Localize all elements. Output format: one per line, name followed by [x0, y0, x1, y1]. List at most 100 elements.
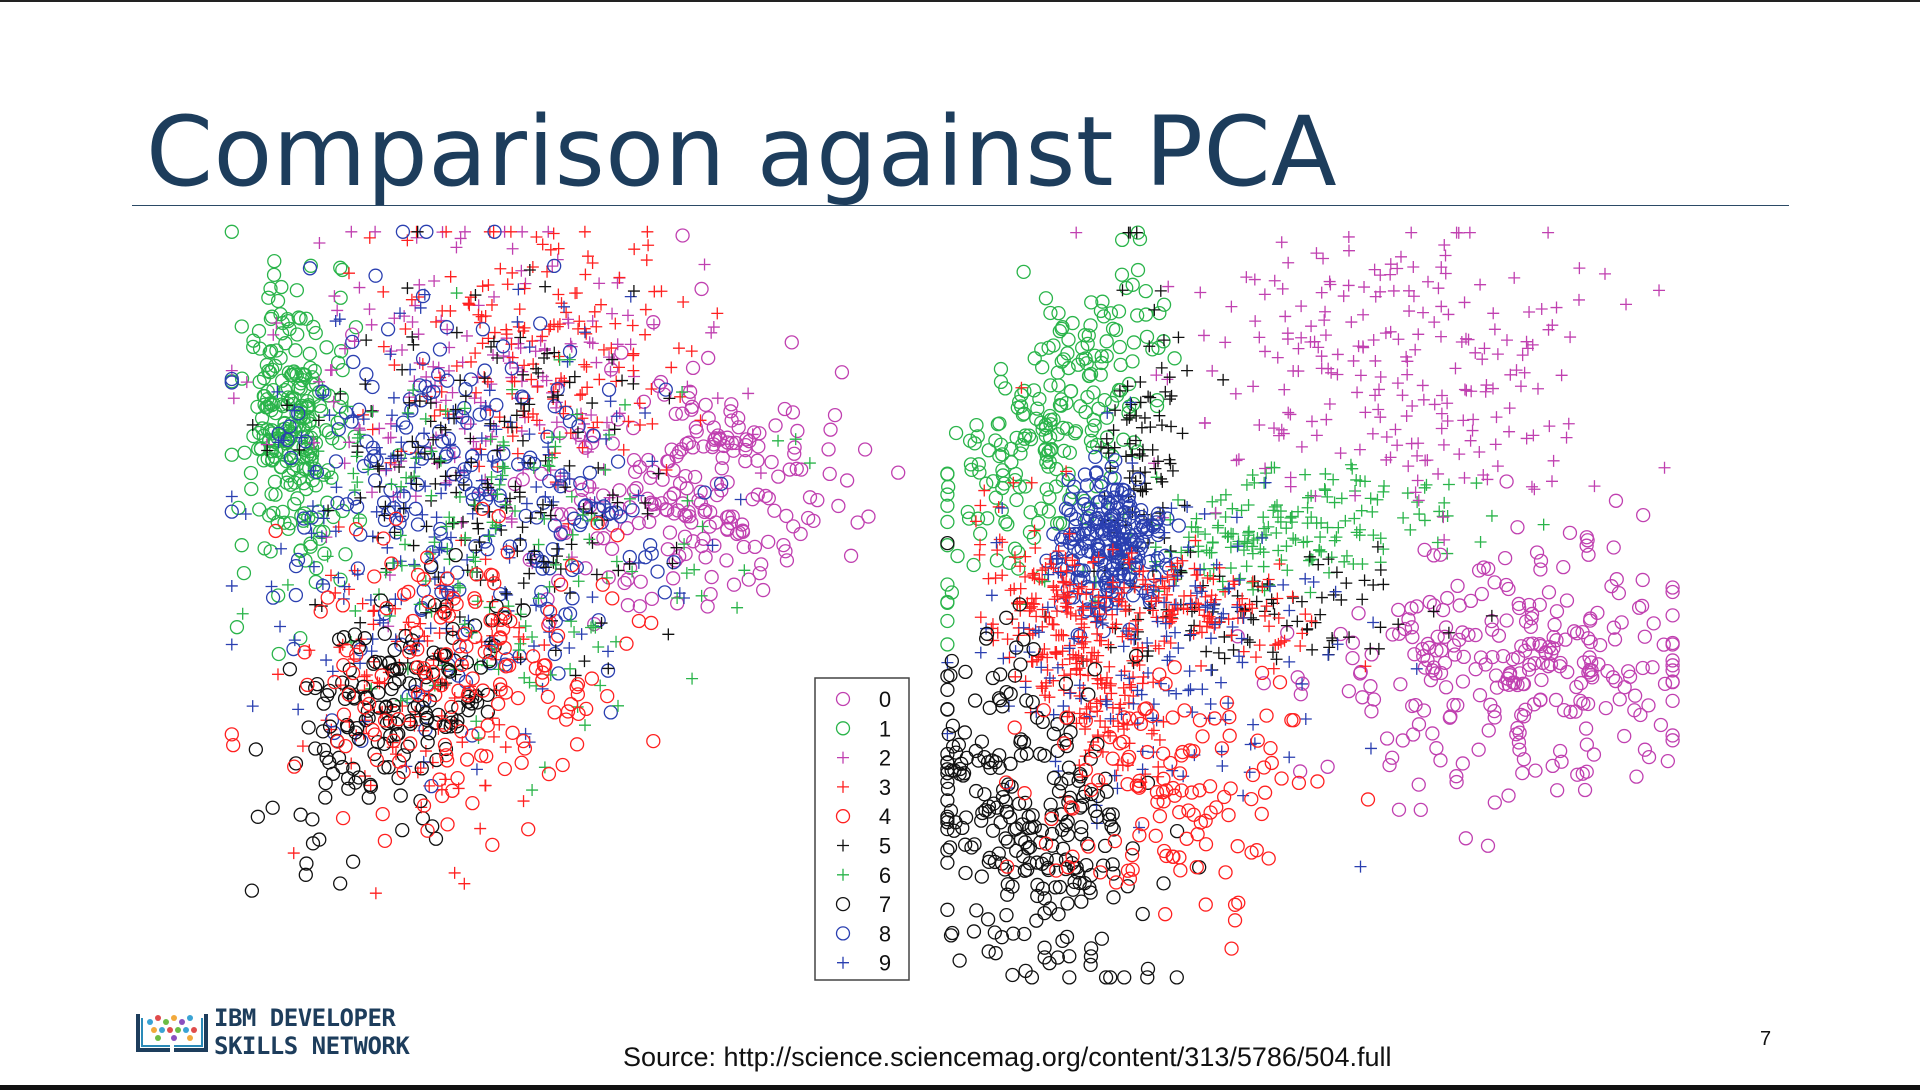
scatter-point-digit-4	[1165, 849, 1180, 864]
scatter-point-digit-0	[750, 487, 765, 502]
scatter-point-digit-0	[1590, 605, 1605, 621]
scatter-point-digit-6	[1315, 516, 1328, 529]
scatter-point-digit-4	[1120, 752, 1135, 768]
scatter-point-digit-5	[469, 289, 482, 302]
scatter-point-digit-9	[1198, 507, 1211, 520]
scatter-point-digit-3	[1193, 603, 1206, 616]
scatter-point-digit-4	[1192, 713, 1208, 728]
scatter-point-digit-1	[298, 417, 313, 432]
scatter-point-digit-9	[1163, 650, 1176, 663]
scatter-point-digit-7	[408, 677, 423, 693]
scatter-point-digit-6	[678, 538, 691, 551]
scatter-point-digit-2	[1469, 346, 1482, 359]
scatter-point-digit-7	[1048, 880, 1063, 895]
scatter-point-digit-0	[345, 327, 360, 342]
scatter-point-digit-0	[1563, 704, 1578, 720]
scatter-point-digit-3	[1192, 598, 1205, 611]
scatter-point-digit-5	[420, 520, 433, 533]
scatter-point-digit-0	[741, 572, 756, 587]
scatter-point-digit-4	[560, 704, 576, 719]
scatter-point-digit-4	[1254, 665, 1270, 681]
scatter-point-digit-9	[1283, 751, 1296, 764]
scatter-point-digit-7	[1020, 862, 1035, 877]
scatter-point-digit-9	[1159, 617, 1172, 630]
scatter-point-digit-5	[1291, 615, 1304, 628]
scatter-point-digit-3	[633, 397, 646, 410]
scatter-point-digit-7	[1029, 913, 1044, 928]
scatter-point-digit-2	[1248, 273, 1261, 286]
scatter-point-digit-3	[1119, 599, 1132, 612]
scatter-point-digit-0	[1497, 550, 1513, 566]
scatter-point-digit-3	[1067, 648, 1080, 661]
scatter-point-digit-9	[351, 568, 364, 581]
scatter-point-digit-6	[1281, 564, 1294, 577]
scatter-point-digit-1	[1095, 294, 1110, 309]
scatter-point-digit-7	[958, 865, 973, 881]
scatter-point-digit-3	[634, 419, 647, 432]
scatter-point-digit-2	[1466, 424, 1479, 437]
scatter-point-digit-7	[1013, 748, 1029, 763]
scatter-point-digit-1	[1084, 295, 1099, 310]
scatter-point-digit-0	[777, 401, 792, 417]
scatter-point-digit-9	[1322, 648, 1335, 661]
scatter-point-digit-6	[514, 608, 527, 621]
scatter-point-digit-7	[244, 883, 260, 898]
scatter-point-digit-4	[505, 725, 520, 740]
scatter-point-digit-3	[1041, 664, 1054, 677]
scatter-point-digit-1	[1104, 395, 1120, 411]
scatter-point-digit-4	[440, 753, 455, 768]
scatter-point-digit-5	[517, 577, 530, 590]
scatter-point-digit-5	[1356, 593, 1369, 606]
scatter-point-digit-0	[725, 509, 740, 524]
scatter-point-digit-8	[458, 476, 473, 492]
scatter-point-digit-5	[322, 504, 335, 517]
scatter-point-digit-9	[1009, 645, 1022, 658]
scatter-point-digit-4	[1108, 875, 1124, 890]
scatter-point-digit-3	[536, 330, 549, 343]
scatter-point-digit-9	[523, 428, 536, 441]
scatter-point-digit-2	[1206, 364, 1219, 377]
scatter-point-digit-6	[497, 436, 510, 449]
scatter-point-digit-3	[1047, 674, 1060, 687]
scatter-point-digit-4	[349, 647, 364, 662]
scatter-point-digit-5	[1144, 421, 1157, 434]
scatter-point-digit-2	[1458, 383, 1471, 396]
scatter-point-digit-3	[639, 303, 652, 316]
scatter-point-digit-2	[1310, 429, 1323, 442]
scatter-point-digit-0	[1385, 627, 1400, 642]
scatter-point-digit-3	[1103, 660, 1116, 673]
scatter-point-digit-8	[601, 382, 617, 397]
scatter-point-digit-9	[475, 474, 488, 487]
scatter-point-digit-2	[1422, 275, 1434, 288]
scatter-point-digit-6	[1305, 553, 1318, 566]
scatter-point-digit-3	[513, 303, 526, 316]
scatter-point-digit-7	[1016, 632, 1031, 647]
scatter-point-digit-4	[375, 806, 390, 822]
scatter-point-digit-9	[1231, 601, 1244, 614]
scatter-point-digit-3	[973, 548, 986, 561]
scatter-point-digit-9	[435, 541, 448, 554]
scatter-point-digit-0	[1550, 783, 1565, 798]
scatter-point-digit-5	[1227, 643, 1240, 656]
scatter-point-digit-1	[317, 546, 332, 561]
scatter-point-digit-9	[239, 508, 252, 521]
scatter-point-digit-0	[1578, 721, 1594, 736]
scatter-point-digit-8	[283, 450, 298, 466]
scatter-point-digit-3	[1058, 669, 1071, 682]
scatter-point-digit-3	[574, 389, 587, 402]
scatter-point-digit-2	[1209, 506, 1222, 519]
scatter-point-digit-3	[992, 500, 1005, 513]
scatter-point-digit-7	[1013, 732, 1029, 747]
scatter-point-digit-1	[224, 447, 239, 462]
scatter-point-digit-3	[974, 499, 987, 512]
scatter-point-digit-5	[538, 352, 551, 364]
scatter-point-digit-0	[1665, 653, 1680, 668]
scatter-point-digit-9	[1051, 661, 1064, 674]
scatter-point-digit-5	[388, 526, 401, 539]
scatter-point-digit-7	[1087, 662, 1102, 677]
scatter-point-digit-7	[333, 876, 348, 891]
scatter-point-digit-2	[327, 395, 340, 408]
scatter-point-digit-0	[1541, 585, 1557, 600]
scatter-point-digit-7	[1081, 687, 1096, 702]
scatter-point-digit-3	[560, 306, 573, 319]
